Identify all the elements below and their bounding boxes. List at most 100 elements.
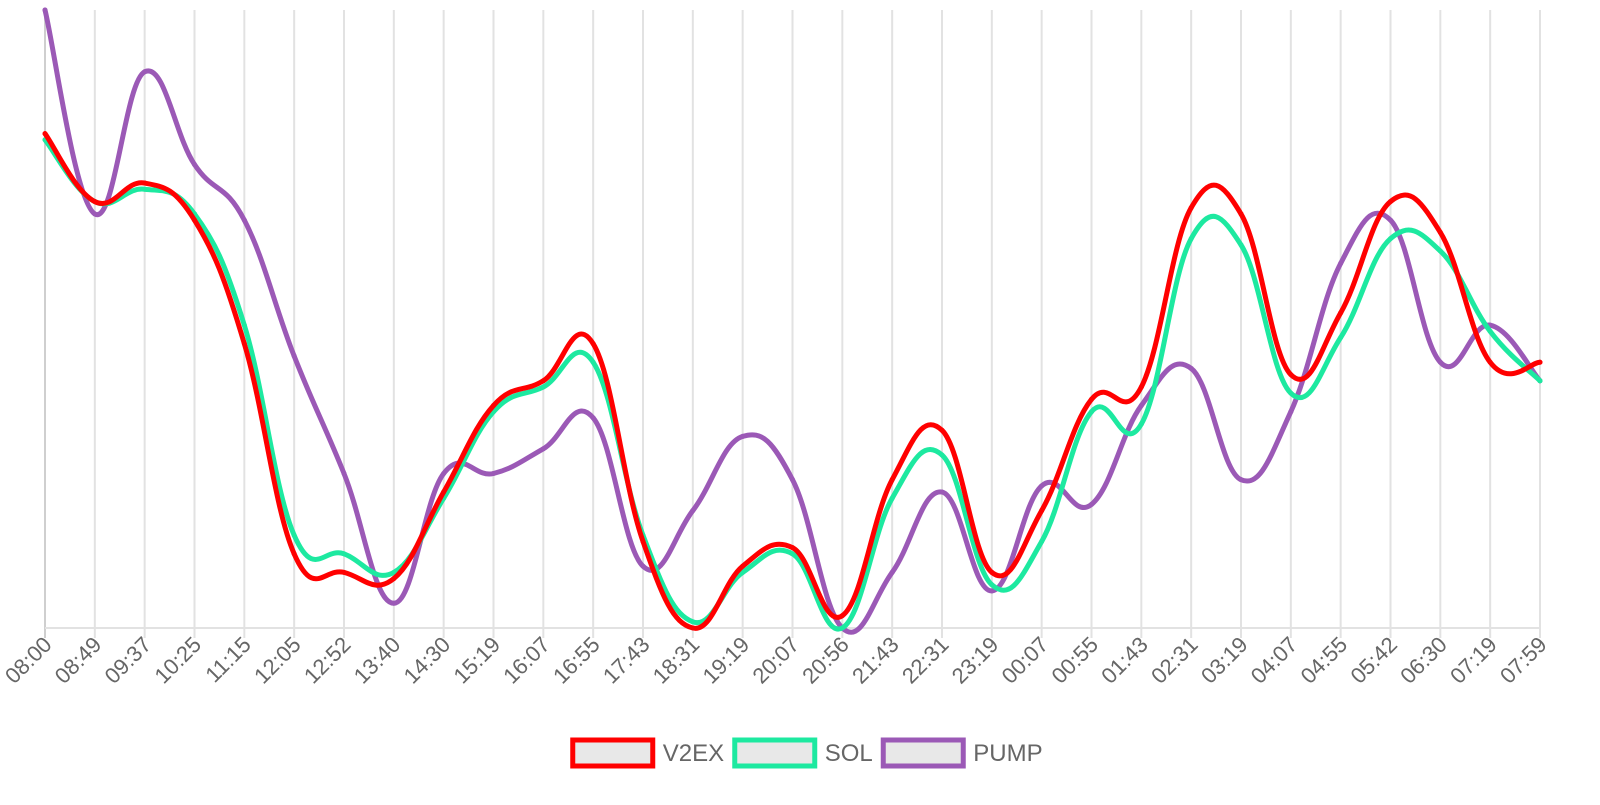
- data-point-v2ex: [42, 131, 48, 137]
- x-tick-label: 06:30: [1395, 632, 1452, 689]
- grid: [44, 10, 1541, 638]
- data-point-sol: [1288, 390, 1294, 396]
- data-point-pump: [1288, 409, 1294, 415]
- data-point-v2ex: [1338, 310, 1344, 316]
- data-point-v2ex: [1288, 372, 1294, 378]
- data-point-v2ex: [790, 545, 795, 551]
- data-point-sol: [291, 532, 297, 538]
- data-point-pump: [690, 508, 696, 514]
- legend-item-v2ex[interactable]: V2EX: [570, 737, 724, 769]
- data-point-v2ex: [142, 180, 148, 186]
- data-point-pump: [1388, 217, 1393, 223]
- data-point-v2ex: [1388, 199, 1393, 205]
- legend-swatch-sol: [732, 737, 818, 769]
- data-point-pump: [1089, 501, 1094, 507]
- data-point-v2ex: [889, 477, 895, 483]
- x-tick-label: 19:19: [698, 632, 755, 689]
- data-point-sol: [241, 322, 247, 328]
- data-point-sol: [1437, 248, 1443, 254]
- legend-label-v2ex: V2EX: [663, 740, 724, 767]
- x-tick-label: 16:07: [498, 632, 555, 689]
- x-tick-label: 03:19: [1196, 632, 1253, 689]
- series-lines: [42, 7, 1543, 635]
- data-point-pump: [640, 563, 646, 569]
- data-point-sol: [889, 495, 895, 501]
- x-tick-label: 12:05: [249, 632, 306, 689]
- data-point-sol: [590, 359, 596, 365]
- x-tick-label: 04:55: [1296, 632, 1353, 689]
- data-point-sol: [1388, 236, 1393, 242]
- data-point-sol: [839, 625, 845, 631]
- data-point-pump: [939, 489, 945, 495]
- x-tick-label: 07:19: [1445, 632, 1502, 689]
- data-point-v2ex: [540, 378, 546, 384]
- data-point-v2ex: [1437, 229, 1443, 235]
- data-point-sol: [690, 619, 696, 625]
- data-point-v2ex: [391, 576, 397, 582]
- data-point-pump: [291, 353, 297, 359]
- x-tick-label: 14:30: [399, 632, 456, 689]
- data-point-sol: [1238, 242, 1244, 248]
- data-point-pump: [1238, 477, 1244, 483]
- data-point-v2ex: [1039, 508, 1045, 514]
- data-point-pump: [889, 569, 895, 575]
- x-tick-label: 10:25: [149, 632, 206, 689]
- legend: V2EX SOL PUMP: [570, 737, 1043, 769]
- data-point-pump: [441, 471, 447, 476]
- data-point-sol: [142, 186, 148, 192]
- x-tick-label: 00:07: [997, 632, 1054, 689]
- data-point-v2ex: [1138, 384, 1144, 390]
- legend-item-sol[interactable]: SOL: [732, 737, 873, 769]
- x-tick-label: 07:59: [1495, 632, 1552, 689]
- data-point-v2ex: [92, 199, 98, 205]
- x-tick-label: 08:00: [0, 632, 57, 689]
- data-point-v2ex: [341, 569, 347, 575]
- legend-swatch-pump: [880, 737, 966, 769]
- series-sol: [42, 137, 1543, 632]
- x-tick-label: 15:19: [448, 632, 505, 689]
- data-point-pump: [142, 69, 148, 75]
- data-point-v2ex: [491, 403, 496, 409]
- data-point-v2ex: [1089, 396, 1094, 402]
- data-point-pump: [989, 588, 995, 594]
- data-point-sol: [1338, 335, 1344, 341]
- x-tick-label: 12:52: [299, 632, 356, 689]
- data-point-v2ex: [640, 538, 646, 544]
- x-tick-label: 22:31: [897, 632, 954, 689]
- data-point-v2ex: [590, 341, 596, 347]
- data-point-pump: [1437, 359, 1443, 365]
- data-point-v2ex: [291, 551, 297, 557]
- x-tick-label: 09:37: [100, 632, 157, 689]
- data-point-pump: [540, 446, 546, 452]
- data-point-sol: [540, 384, 546, 390]
- data-point-v2ex: [740, 563, 746, 569]
- x-tick-label: 20:07: [747, 632, 804, 689]
- data-point-pump: [241, 217, 247, 223]
- legend-item-pump[interactable]: PUMP: [880, 737, 1043, 769]
- data-point-pump: [590, 415, 596, 421]
- data-point-pump: [391, 600, 397, 606]
- data-point-sol: [790, 551, 795, 557]
- x-tick-label: 16:55: [548, 632, 605, 689]
- x-tick-label: 01:43: [1096, 632, 1153, 689]
- data-point-sol: [341, 551, 347, 557]
- data-point-pump: [790, 477, 795, 483]
- data-point-v2ex: [839, 613, 845, 619]
- data-point-sol: [391, 569, 397, 575]
- data-point-pump: [92, 211, 98, 217]
- x-tick-label: 05:42: [1345, 632, 1402, 689]
- x-tick-label: 21:43: [847, 632, 904, 689]
- legend-swatch-v2ex: [570, 737, 656, 769]
- data-point-v2ex: [939, 427, 945, 433]
- x-tick-label: 13:40: [349, 632, 406, 689]
- data-point-v2ex: [1487, 359, 1493, 365]
- data-point-v2ex: [1188, 205, 1194, 211]
- data-point-v2ex: [1537, 359, 1543, 365]
- x-axis-tick-labels: 08:0008:4909:3710:2511:1512:0512:5213:40…: [0, 632, 1552, 689]
- series-v2ex: [42, 131, 1543, 631]
- data-point-pump: [740, 433, 746, 439]
- data-point-v2ex: [441, 489, 447, 495]
- data-point-v2ex: [1238, 211, 1244, 217]
- data-point-v2ex: [690, 625, 696, 631]
- data-point-v2ex: [989, 569, 995, 575]
